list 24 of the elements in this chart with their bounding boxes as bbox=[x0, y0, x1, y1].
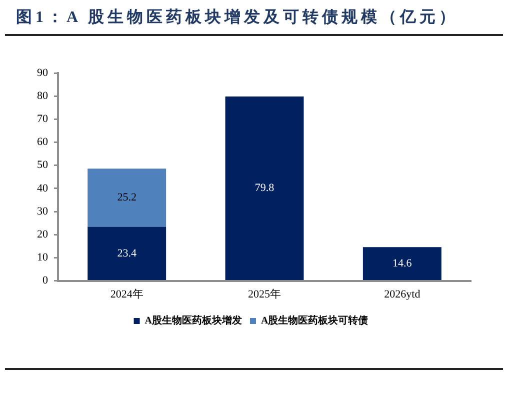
y-tick-label: 60 bbox=[37, 136, 48, 148]
data-label: 14.6 bbox=[392, 257, 412, 270]
x-tick-label: 2025年 bbox=[248, 288, 281, 300]
x-tick-label: 2026ytd bbox=[384, 288, 421, 300]
bar bbox=[88, 226, 166, 280]
bar bbox=[362, 247, 442, 280]
y-tick-label: 70 bbox=[37, 113, 48, 126]
y-tick-label: 20 bbox=[37, 228, 48, 241]
legend-label: A股生物医药板块可转债 bbox=[261, 314, 368, 327]
chart-title: 图1：A 股生物医药板块增发及可转债规模（亿元） bbox=[16, 8, 459, 28]
data-label: 25.2 bbox=[117, 192, 136, 204]
legend-label: A股生物医药板块增发 bbox=[144, 314, 242, 327]
data-label: 79.8 bbox=[254, 182, 275, 194]
bar bbox=[88, 168, 166, 227]
y-tick-label: 40 bbox=[37, 182, 48, 194]
data-label: 23.4 bbox=[117, 247, 137, 260]
y-tick-label: 10 bbox=[37, 252, 48, 264]
y-tick-label: 90 bbox=[37, 66, 48, 79]
y-tick-label: 0 bbox=[42, 274, 48, 287]
y-tick-label: 50 bbox=[37, 159, 48, 172]
y-tick-label: 80 bbox=[37, 90, 48, 102]
x-tick-label: 2024年 bbox=[110, 288, 144, 300]
bar bbox=[225, 96, 304, 280]
y-tick-label: 30 bbox=[37, 205, 48, 218]
